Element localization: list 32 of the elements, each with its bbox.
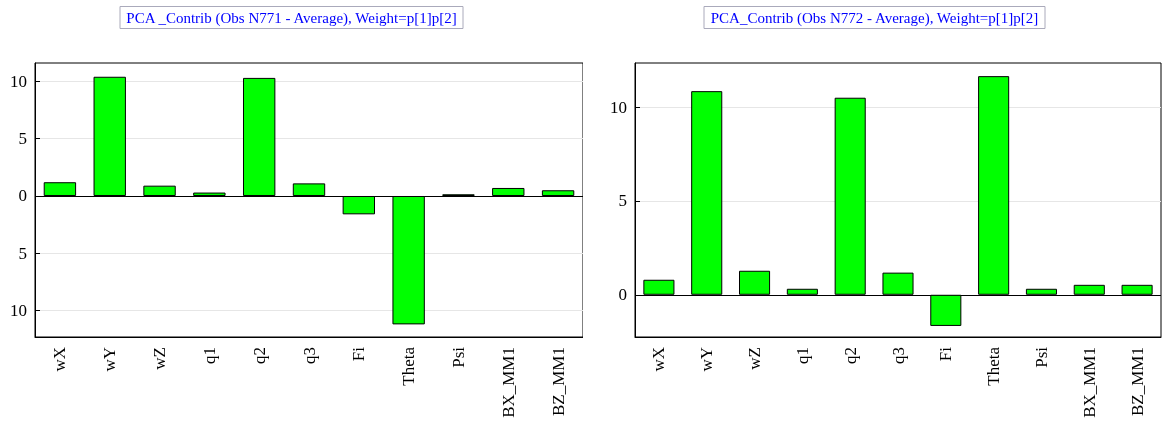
x-tick-label: q2 <box>840 347 860 364</box>
y-tick-label: 5 <box>18 129 27 149</box>
x-tick-label: Fi <box>349 346 369 362</box>
chart-title: PCA _Contrib (Obs N771 - Average), Weight=p[1]p[2] <box>126 9 457 27</box>
y-tick-label: 5 <box>618 191 627 211</box>
x-tick-label: BZ_MM1 <box>1127 347 1147 416</box>
chart-title: PCA_Contrib (Obs N772 - Average), Weight=p[1]p[2] <box>710 9 1039 27</box>
x-tick-label: Fi <box>936 346 956 362</box>
x-tick-label: wY <box>697 347 717 372</box>
x-tick-label: q2 <box>249 347 269 364</box>
x-tick-label: BX_MM1 <box>1079 347 1099 418</box>
x-tick-label: BX_MM1 <box>498 347 518 418</box>
x-tick-label: wZ <box>150 347 170 370</box>
x-tick-label: Psi <box>1031 346 1051 368</box>
y-tick-label: 5 <box>18 243 27 263</box>
x-tick-label: wX <box>649 347 669 372</box>
x-tick-label: q3 <box>888 347 908 364</box>
x-tick-label: q1 <box>199 347 219 364</box>
x-tick-label: Theta <box>399 346 419 386</box>
x-tick-label: wX <box>50 347 70 372</box>
x-tick-label: q3 <box>299 347 319 364</box>
x-tick-label: BZ_MM1 <box>548 347 568 416</box>
y-tick-label: 10 <box>10 301 27 321</box>
y-tick-label: 0 <box>18 186 27 206</box>
x-tick-label: q1 <box>792 347 812 364</box>
x-tick-label: wZ <box>745 347 765 370</box>
x-tick-label: Psi <box>448 346 468 368</box>
y-tick-label: 0 <box>618 285 627 305</box>
y-tick-label: 10 <box>10 71 27 91</box>
x-tick-label: wY <box>100 347 120 372</box>
x-tick-label: Theta <box>984 346 1004 386</box>
y-tick-label: 10 <box>610 97 627 117</box>
